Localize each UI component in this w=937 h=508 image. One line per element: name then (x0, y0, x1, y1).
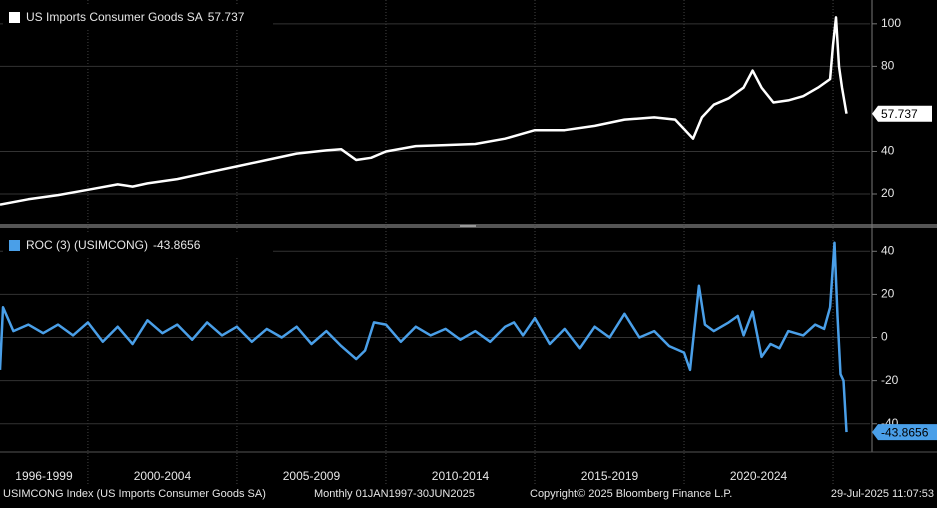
last-value-tag: -43.8656 (872, 424, 937, 441)
y-tick-label: 0 (881, 330, 888, 344)
x-period-label: 2015-2019 (581, 469, 639, 483)
y-tick-label: -20 (881, 373, 899, 387)
legend-value: 57.737 (208, 10, 245, 24)
legend-text: US Imports Consumer Goods SA 57.737 (26, 10, 245, 24)
series-line (0, 241, 848, 433)
last-value-box (872, 424, 937, 441)
last-value-label: 57.737 (881, 107, 918, 121)
y-tick-label: 20 (881, 287, 895, 301)
x-period-label: 2000-2004 (134, 469, 192, 483)
x-period-label: 1996-1999 (15, 469, 73, 483)
x-period-label: 2010-2014 (432, 469, 490, 483)
x-period-label: 2005-2009 (283, 469, 341, 483)
legend-swatch (9, 12, 20, 23)
last-value-box (872, 105, 932, 122)
last-value-label: -43.8656 (881, 425, 929, 439)
footer-copyright: Copyright© 2025 Bloomberg Finance L.P. (530, 488, 732, 500)
legend: ROC (3) (USIMCONG) -43.8656 (3, 234, 273, 258)
legend-name: US Imports Consumer Goods SA (26, 10, 203, 24)
legend-box (3, 234, 273, 258)
y-tick-label: 100 (881, 16, 901, 30)
legend-name: ROC (3) (USIMCONG) (26, 238, 148, 252)
legend-value: -43.8656 (153, 238, 201, 252)
footer-timestamp: 29-Jul-2025 11:07:53 (831, 488, 934, 500)
x-period-label: 2020-2024 (730, 469, 788, 483)
separator-handle (460, 225, 476, 227)
footer-source: USIMCONG Index (US Imports Consumer Good… (3, 488, 266, 500)
y-tick-label: 40 (881, 144, 895, 158)
legend-text: ROC (3) (USIMCONG) -43.8656 (26, 238, 201, 252)
series-line (0, 16, 848, 206)
legend-swatch (9, 240, 20, 251)
y-tick-label: 40 (881, 243, 895, 257)
y-tick-label: 20 (881, 186, 895, 200)
legend: US Imports Consumer Goods SA 57.737 (3, 6, 273, 30)
footer-range: Monthly 01JAN1997-30JUN2025 (314, 488, 475, 500)
y-tick-label: 80 (881, 59, 895, 73)
last-value-tag: 57.737 (872, 105, 932, 122)
legend-box (3, 6, 273, 30)
